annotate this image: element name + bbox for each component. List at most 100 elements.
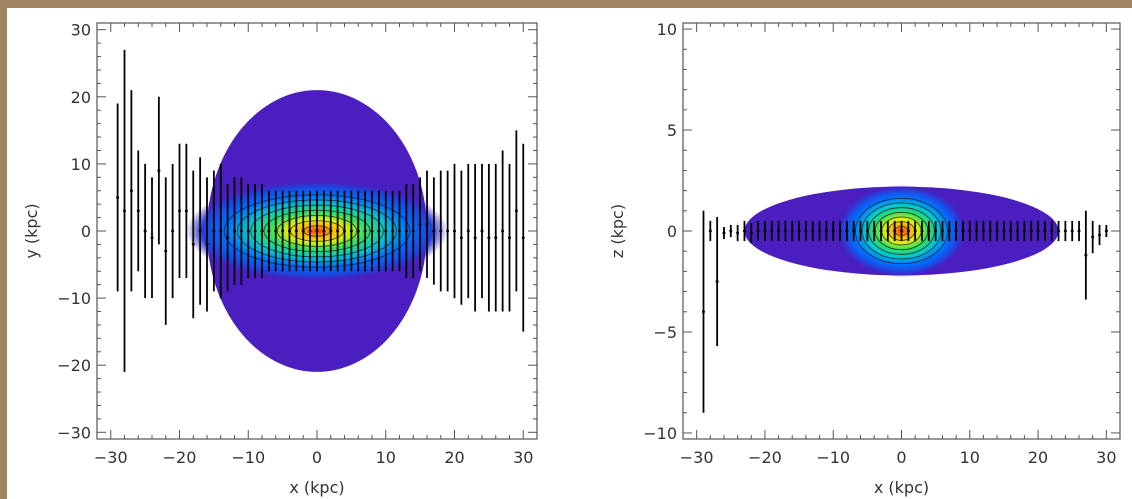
- left-errorbar-point-14: [212, 229, 216, 233]
- left-errorbar-point-31: [329, 229, 333, 233]
- right-errorbar-point-38: [961, 229, 965, 233]
- right-errorbar-point-40: [975, 229, 979, 233]
- left-errorbar-point-1: [123, 209, 126, 213]
- right-errorbar-point-9: [763, 229, 767, 233]
- left-ytick-label: 10: [71, 155, 91, 174]
- right-errorbar-point-14: [797, 229, 801, 233]
- right-errorbar-point-43: [995, 229, 999, 233]
- right-errorbar-point-13: [790, 229, 794, 233]
- right-ytick-label: 0: [667, 222, 677, 241]
- right-errorbar-point-25: [872, 229, 876, 233]
- right-errorbar-point-57: [1091, 235, 1095, 239]
- left-errorbar-point-45: [425, 222, 429, 226]
- left-errorbar-point-16: [226, 236, 230, 240]
- left-errorbar-point-32: [336, 229, 340, 233]
- right-errorbar-point-22: [852, 229, 856, 233]
- left-xtick-label: −10: [231, 448, 265, 467]
- left-errorbar-point-40: [391, 229, 395, 233]
- left-errorbar-point-39: [384, 229, 388, 233]
- left-ytick-label: −30: [57, 423, 91, 442]
- left-panel: −30 −20 −10 0 10 20 30 −30 −20 −10 0 10 20 30 x (kpc) y…: [22, 21, 538, 497]
- right-errorbar-point-34: [934, 229, 938, 233]
- left-errorbar-point-33: [343, 229, 346, 233]
- right-errorbar-point-19: [831, 229, 835, 233]
- right-xtick-label: 0: [896, 448, 906, 467]
- right-errorbar-point-59: [1104, 229, 1108, 233]
- left-errorbar-point-13: [205, 242, 209, 246]
- left-errorbar-point-27: [301, 229, 305, 233]
- left-errorbar-point-48: [446, 229, 450, 233]
- right-errorbar-point-11: [777, 229, 781, 233]
- left-errorbar-point-34: [349, 229, 353, 233]
- right-errorbar-point-44: [1002, 229, 1006, 233]
- right-errorbar-point-41: [981, 229, 985, 233]
- right-errorbar-point-7: [749, 231, 753, 235]
- right-errorbar-point-18: [824, 229, 828, 233]
- left-errorbar-point-12: [198, 229, 202, 233]
- left-xtick-label: 20: [444, 448, 464, 467]
- left-errorbar-point-22: [267, 229, 271, 233]
- right-errorbar-point-39: [968, 229, 972, 233]
- left-xtick-label: −20: [163, 448, 197, 467]
- left-xlabel: x (kpc): [289, 478, 344, 497]
- right-errorbar-point-45: [1009, 229, 1013, 233]
- left-errorbar-point-25: [288, 229, 291, 233]
- right-errorbar-point-20: [838, 229, 842, 233]
- right-ytick-label: −10: [643, 424, 677, 443]
- right-errorbar-point-28: [893, 229, 897, 233]
- left-errorbar-point-19: [246, 229, 250, 233]
- left-errorbar-point-18: [239, 229, 243, 233]
- left-errorbar-point-38: [377, 229, 381, 233]
- right-errorbar-point-37: [954, 229, 958, 233]
- right-errorbar-point-12: [783, 229, 787, 233]
- right-errorbar-point-53: [1063, 229, 1067, 233]
- left-errorbar-point-2: [129, 189, 133, 193]
- right-errorbar-point-27: [886, 229, 890, 233]
- left-errorbar-point-28: [308, 229, 312, 233]
- left-errorbar-point-56: [501, 229, 505, 233]
- right-errorbar-point-31: [913, 229, 917, 233]
- right-errorbar-point-6: [742, 229, 746, 233]
- right-errorbar-point-16: [811, 229, 815, 233]
- left-errorbar-point-9: [178, 209, 181, 213]
- left-errorbar-point-44: [418, 222, 422, 226]
- right-xtick-label: 20: [1028, 448, 1048, 467]
- right-errorbar-point-15: [804, 229, 808, 233]
- left-errorbar-point-47: [439, 229, 443, 233]
- left-ytick-label: 30: [71, 21, 91, 40]
- right-xtick-label: −20: [748, 448, 782, 467]
- right-contour-7: [854, 197, 949, 265]
- right-errorbar-point-21: [845, 229, 849, 233]
- left-errorbar-point-36: [363, 229, 367, 233]
- left-errorbar-point-6: [157, 169, 161, 173]
- left-errorbar-point-43: [411, 229, 415, 233]
- right-errorbar-point-36: [947, 229, 951, 233]
- right-errorbar-point-55: [1077, 229, 1081, 233]
- right-errorbar-point-29: [900, 229, 903, 233]
- left-ytick-label: 0: [81, 222, 91, 241]
- left-ylabel: y (kpc): [22, 203, 41, 258]
- right-xtick-label: −10: [816, 448, 850, 467]
- left-errorbar-point-29: [315, 229, 319, 233]
- right-errorbar-point-50: [1043, 229, 1047, 233]
- left-errorbar-point-37: [370, 229, 374, 233]
- right-errorbar-point-5: [736, 231, 740, 235]
- left-errorbar-point-21: [260, 229, 264, 233]
- right-errorbar-point-49: [1036, 229, 1040, 233]
- left-errorbar-point-51: [466, 229, 470, 233]
- right-ylabel: z (kpc): [608, 204, 627, 258]
- left-errorbar-point-55: [494, 236, 498, 240]
- right-ytick-label: −5: [653, 323, 677, 342]
- left-errorbar-point-58: [514, 209, 518, 213]
- left-errorbar-point-11: [191, 242, 195, 246]
- right-errorbar-point-1: [708, 229, 712, 233]
- left-errorbar-point-30: [322, 229, 326, 233]
- right-errorbar-point-8: [756, 229, 760, 233]
- right-errorbar-point-17: [818, 229, 822, 233]
- right-ytick-label: 5: [667, 121, 677, 140]
- right-errorbar-point-54: [1070, 229, 1074, 233]
- left-xtick-label: −30: [94, 448, 128, 467]
- left-xtick-label: 0: [312, 448, 322, 467]
- left-errorbar-point-35: [356, 229, 360, 233]
- left-errorbar-point-41: [398, 229, 401, 233]
